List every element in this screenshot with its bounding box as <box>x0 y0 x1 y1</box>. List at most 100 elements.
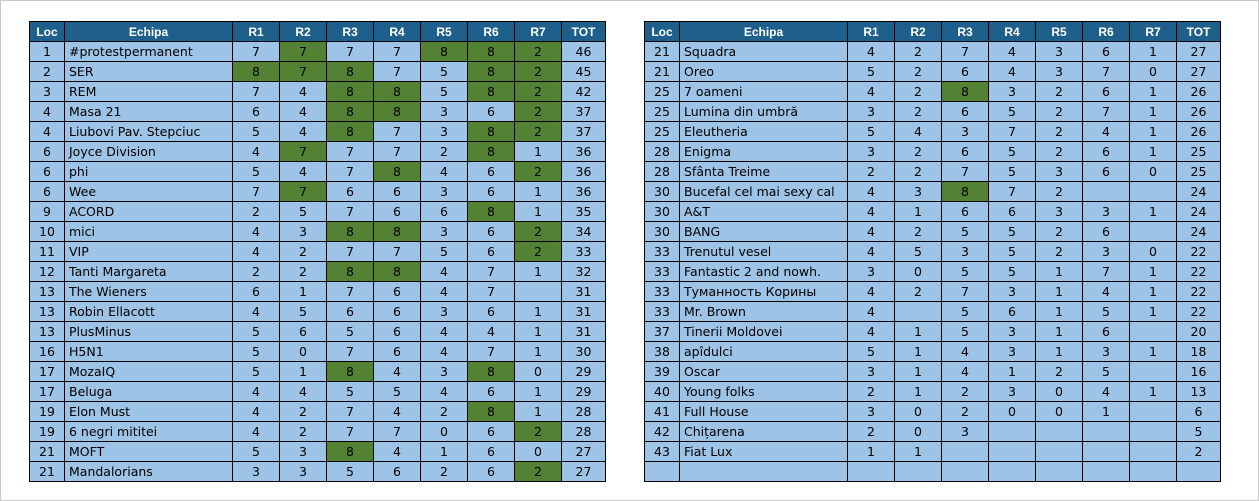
r2-cell: 2 <box>279 401 327 422</box>
r4-cell: 6 <box>373 321 421 342</box>
table-row <box>644 461 1221 482</box>
table-row: 30 A&T 4 1 6 6 3 3 1 24 <box>644 201 1221 222</box>
r2-cell: 2 <box>279 241 327 262</box>
header-loc: Loc <box>29 21 65 42</box>
r1-cell: 3 <box>847 261 895 282</box>
r7-cell: 2 <box>514 461 562 482</box>
r1-cell: 5 <box>847 121 895 142</box>
r6-cell: 5 <box>1082 301 1130 322</box>
tot-cell: 27 <box>561 461 606 482</box>
loc-cell: 38 <box>644 341 680 362</box>
r6-cell: 7 <box>1082 61 1130 82</box>
table-row: 6 phi 5 4 7 8 4 6 2 36 <box>29 161 606 182</box>
r3-cell: 6 <box>941 61 989 82</box>
r6-cell: 8 <box>467 141 515 162</box>
header-r5: R5 <box>420 21 468 42</box>
r1-cell: 7 <box>232 181 280 202</box>
echipa-cell: BANG <box>679 221 848 242</box>
r3-cell: 8 <box>326 221 374 242</box>
loc-cell: 12 <box>29 261 65 282</box>
table-row: 6 Wee 7 7 6 6 3 6 1 36 <box>29 181 606 202</box>
table-row: 13 The Wieners 6 1 7 6 4 7 31 <box>29 281 606 302</box>
tot-cell: 29 <box>561 381 606 402</box>
loc-cell: 16 <box>29 341 65 362</box>
r5-cell: 4 <box>420 381 468 402</box>
r4-cell: 3 <box>988 381 1036 402</box>
table-row: 13 Robin Ellacott 4 5 6 6 3 6 1 31 <box>29 301 606 322</box>
header-tot: TOT <box>561 21 606 42</box>
r6-cell: 6 <box>467 301 515 322</box>
tot-cell: 31 <box>561 281 606 302</box>
r3-cell: 2 <box>941 381 989 402</box>
table-row: 6 Joyce Division 4 7 7 7 2 8 1 36 <box>29 141 606 162</box>
r7-cell: 2 <box>514 221 562 242</box>
r6-cell: 6 <box>467 381 515 402</box>
r7-cell <box>1129 361 1177 382</box>
r4-cell: 7 <box>988 121 1036 142</box>
r4-cell: 3 <box>988 341 1036 362</box>
table-row: 41 Full House 3 0 2 0 0 1 6 <box>644 401 1221 422</box>
echipa-cell: Eleutheria <box>679 121 848 142</box>
r4-cell: 7 <box>373 421 421 442</box>
table-row: 33 Туманность Корины 4 2 7 3 1 4 1 22 <box>644 281 1221 302</box>
loc-cell: 28 <box>644 161 680 182</box>
r4-cell: 7 <box>373 241 421 262</box>
r4-cell: 6 <box>988 201 1036 222</box>
tot-cell: 16 <box>1176 361 1221 382</box>
r5-cell: 5 <box>420 81 468 102</box>
echipa-cell: Mandalorians <box>64 461 233 482</box>
r3-cell: 5 <box>941 221 989 242</box>
r4-cell: 5 <box>988 101 1036 122</box>
echipa-cell: mici <box>64 221 233 242</box>
echipa-cell: #protestpermanent <box>64 41 233 62</box>
header-echipa: Echipa <box>679 21 848 42</box>
r6-cell: 8 <box>467 61 515 82</box>
r5-cell: 0 <box>420 421 468 442</box>
loc-cell: 13 <box>29 321 65 342</box>
r7-cell: 1 <box>514 201 562 222</box>
tot-cell: 27 <box>1176 41 1221 62</box>
table-row: 3 REM 7 4 8 8 5 8 2 42 <box>29 81 606 102</box>
r1-cell: 5 <box>232 361 280 382</box>
table-row: 42 Chițarena 2 0 3 5 <box>644 421 1221 442</box>
r7-cell: 1 <box>514 401 562 422</box>
echipa-cell: phi <box>64 161 233 182</box>
echipa-cell: VIP <box>64 241 233 262</box>
r7-cell: 2 <box>514 121 562 142</box>
r2-cell <box>894 301 942 322</box>
table-row: 21 Mandalorians 3 3 5 6 2 6 2 27 <box>29 461 606 482</box>
r7-cell: 2 <box>514 101 562 122</box>
r4-cell: 4 <box>988 61 1036 82</box>
r7-cell: 0 <box>1129 161 1177 182</box>
r7-cell: 2 <box>514 61 562 82</box>
r7-cell: 2 <box>514 421 562 442</box>
r7-cell: 1 <box>1129 201 1177 222</box>
r5-cell: 3 <box>420 221 468 242</box>
r3-cell: 5 <box>326 321 374 342</box>
r3-cell: 8 <box>326 121 374 142</box>
r7-cell <box>1129 421 1177 442</box>
table-row: 10 mici 4 3 8 8 3 6 2 34 <box>29 221 606 242</box>
loc-cell: 25 <box>644 101 680 122</box>
echipa-cell: Full House <box>679 401 848 422</box>
r4-cell: 5 <box>988 261 1036 282</box>
r7-cell: 1 <box>1129 121 1177 142</box>
loc-cell: 19 <box>29 421 65 442</box>
r4-cell: 7 <box>373 41 421 62</box>
r5-cell: 4 <box>420 321 468 342</box>
r1-cell: 2 <box>847 381 895 402</box>
r6-cell: 3 <box>1082 201 1130 222</box>
r7-cell: 1 <box>1129 101 1177 122</box>
r6-cell: 6 <box>1082 321 1130 342</box>
r4-cell: 5 <box>988 221 1036 242</box>
tot-cell: 6 <box>1176 401 1221 422</box>
tot-cell: 22 <box>1176 261 1221 282</box>
r5-cell: 3 <box>1035 161 1083 182</box>
r4-cell: 4 <box>373 401 421 422</box>
r3-cell: 6 <box>326 301 374 322</box>
echipa-cell: Fantastic 2 and nowh. <box>679 261 848 282</box>
loc-cell: 19 <box>29 401 65 422</box>
r3-cell: 8 <box>941 81 989 102</box>
r2-cell: 4 <box>894 121 942 142</box>
header-r4: R4 <box>988 21 1036 42</box>
